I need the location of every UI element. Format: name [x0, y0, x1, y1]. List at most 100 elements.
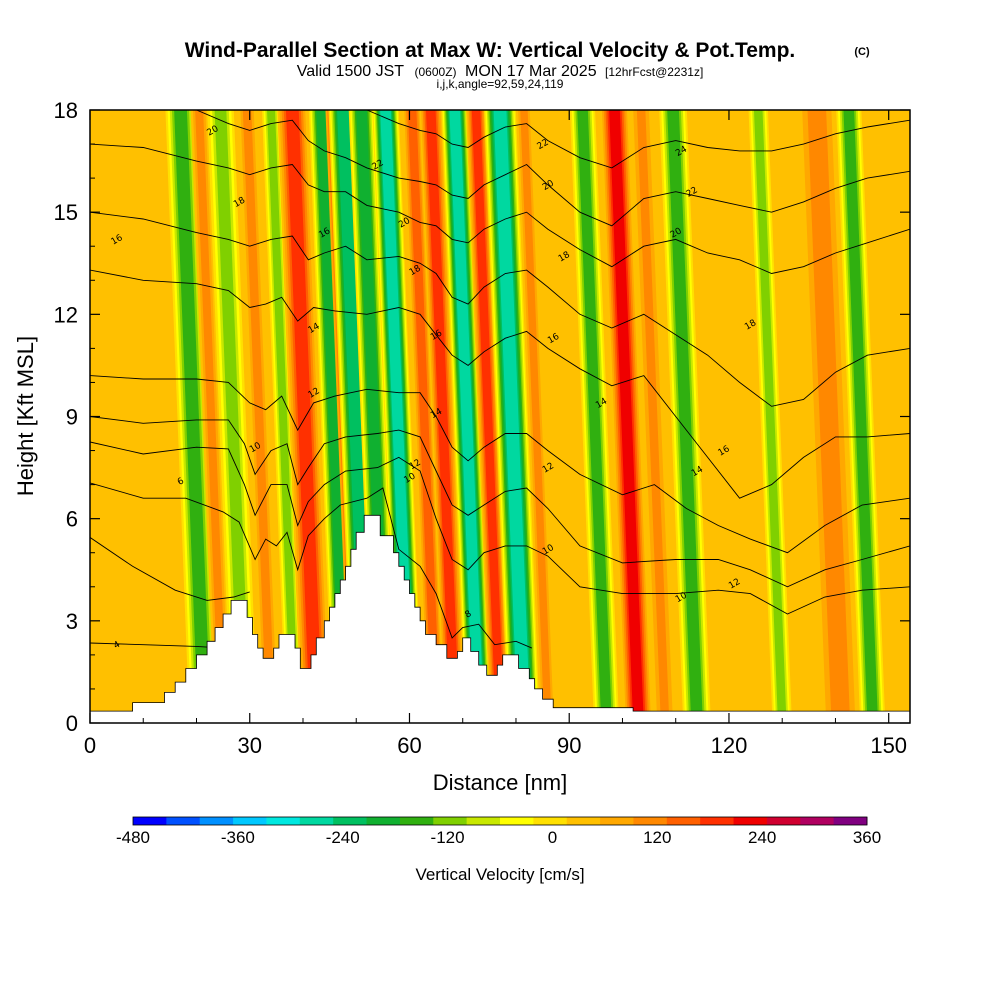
- contour-label-7: 12: [307, 386, 322, 400]
- copyright-mark: (C): [854, 46, 870, 58]
- y-tick-label-3: 3: [66, 609, 78, 634]
- x-tick-label-30: 30: [237, 733, 261, 758]
- terrain-profile: [90, 514, 910, 723]
- x-tick-label-0: 0: [84, 733, 96, 758]
- velocity-band-11-level-4: [407, 110, 441, 723]
- velocity-band-19-level-2: [636, 110, 670, 723]
- contour-label-30: 22: [685, 185, 700, 199]
- contour-label-9: 12: [541, 461, 556, 475]
- colorbar-tick-label-7: 360: [853, 828, 881, 847]
- colorbar-tick-label-6: 240: [748, 828, 776, 847]
- velocity-band-12-level-5: [425, 110, 460, 723]
- colorbar-tick-label-5: 120: [643, 828, 671, 847]
- theta-contour-6: [90, 537, 250, 601]
- velocity-band-0-level-5: [174, 110, 211, 723]
- y-tick-label-6: 6: [66, 507, 78, 532]
- subtitle-date: MON 17 Mar 2025: [465, 63, 597, 80]
- colorbar-cell-18: [733, 817, 768, 825]
- contour-label-29: 22: [536, 138, 551, 152]
- velocity-band-5-level-5: [285, 110, 323, 723]
- velocity-band-23-level-5: [843, 110, 879, 723]
- y-tick-label-0: 0: [66, 711, 78, 736]
- velocity-band-3-level-3: [242, 110, 276, 723]
- colorbar-cell-5: [299, 817, 334, 825]
- colorbar-cell-16: [666, 817, 701, 825]
- svg-text:Valid 1500 JST (0600Z): Valid 1500 JST (0600Z) MON 17 Mar 2025 […: [297, 63, 704, 80]
- subtitle-valid: Valid 1500 JST: [297, 63, 405, 80]
- colorbar-ticks: -480 -360 -240 -120 0 120 240 360: [116, 828, 881, 847]
- contour-label-28: 22: [371, 158, 386, 172]
- colorbar-cell-7: [366, 817, 401, 825]
- colorbar-cell-20: [800, 817, 835, 825]
- colorbar-cell-4: [266, 817, 301, 825]
- colorbar-cell-21: [833, 817, 868, 825]
- y-tick-label-15: 15: [54, 200, 78, 225]
- x-tick-label-90: 90: [557, 733, 581, 758]
- chart-subtitle: Valid 1500 JST (0600Z) MON 17 Mar 2025 […: [297, 63, 704, 80]
- subtitle-zulu: (0600Z): [415, 65, 457, 79]
- colorbar-cell-0: [133, 817, 167, 825]
- velocity-band-20-level-5: [667, 110, 703, 723]
- colorbar-cell-10: [466, 817, 501, 825]
- x-axis-label: Distance [nm]: [433, 770, 568, 795]
- colorbar-tick-label-2: -240: [326, 828, 360, 847]
- contour-label-1: 6: [176, 476, 186, 488]
- contour-label-8: 12: [408, 458, 423, 472]
- velocity-band-16-level-3: [520, 110, 552, 723]
- velocity-band-13-level-8: [449, 110, 485, 723]
- colorbar-cell-12: [533, 817, 568, 825]
- subtitle-forecast: [12hrFcst@2231z]: [605, 65, 703, 79]
- velocity-band-2-level-4: [214, 110, 251, 723]
- theta-contour-20: [90, 143, 910, 274]
- theta-contours: [90, 110, 910, 649]
- y-tick-label-9: 9: [66, 405, 78, 430]
- colorbar-frame: [132, 816, 868, 826]
- contour-label-10: 12: [727, 577, 742, 591]
- colorbar-cell-19: [766, 817, 801, 825]
- colorbar-cell-3: [233, 817, 267, 825]
- velocity-band-4-level-4: [267, 110, 299, 723]
- chart-title: Wind-Parallel Section at Max W: Vertical…: [185, 39, 796, 62]
- colorbar: [132, 816, 868, 826]
- colorbar-cell-13: [566, 817, 601, 825]
- colorbar-cell-6: [333, 817, 368, 825]
- velocity-band-21-level-4: [753, 110, 787, 723]
- colorbar-tick-label-4: 0: [548, 828, 557, 847]
- theta-contour-14: [90, 375, 910, 554]
- theta-contour-18: [90, 211, 910, 407]
- theta-contour-10: [90, 441, 910, 615]
- velocity-band-10-level-8: [380, 110, 415, 723]
- colorbar-title: Vertical Velocity [cm/s]: [415, 865, 584, 884]
- contour-label-2: 8: [464, 609, 474, 621]
- theta-contour-16: [90, 269, 910, 499]
- velocity-band-1-level-3: [195, 110, 228, 723]
- velocity-band-6-level-6: [316, 110, 351, 723]
- x-tick-label-120: 120: [711, 733, 748, 758]
- y-axis: 0 3 6 9 12 15 18: [54, 98, 910, 736]
- colorbar-cell-1: [166, 817, 201, 825]
- y-axis-label: Height [Kft MSL]: [13, 336, 38, 496]
- theta-contour-24: [366, 110, 910, 169]
- colorbar-cell-11: [500, 817, 534, 825]
- x-tick-label-150: 150: [870, 733, 907, 758]
- colorbar-cell-9: [433, 817, 468, 825]
- contour-label-0: 4: [112, 640, 122, 652]
- colorbar-tick-label-0: -480: [116, 828, 150, 847]
- x-tick-label-60: 60: [397, 733, 421, 758]
- velocity-band-22-level-3: [807, 110, 851, 723]
- velocity-band-14-level-5: [471, 110, 505, 723]
- colorbar-cell-2: [199, 817, 234, 825]
- section-meta: i,j,k,angle=92,59,24,119: [437, 77, 564, 91]
- theta-contour-12: [90, 416, 910, 588]
- colorbar-tick-label-1: -360: [221, 828, 255, 847]
- theta-contour-8: [90, 482, 533, 649]
- colorbar-cell-14: [600, 817, 634, 825]
- terrain: [90, 514, 910, 723]
- velocity-band-15-level-8: [493, 110, 531, 723]
- y-tick-label-18: 18: [54, 98, 78, 123]
- colorbar-cell-17: [700, 817, 735, 825]
- x-axis: 0 30 60 90 120 150: [84, 110, 907, 758]
- theta-contour-22: [196, 110, 910, 227]
